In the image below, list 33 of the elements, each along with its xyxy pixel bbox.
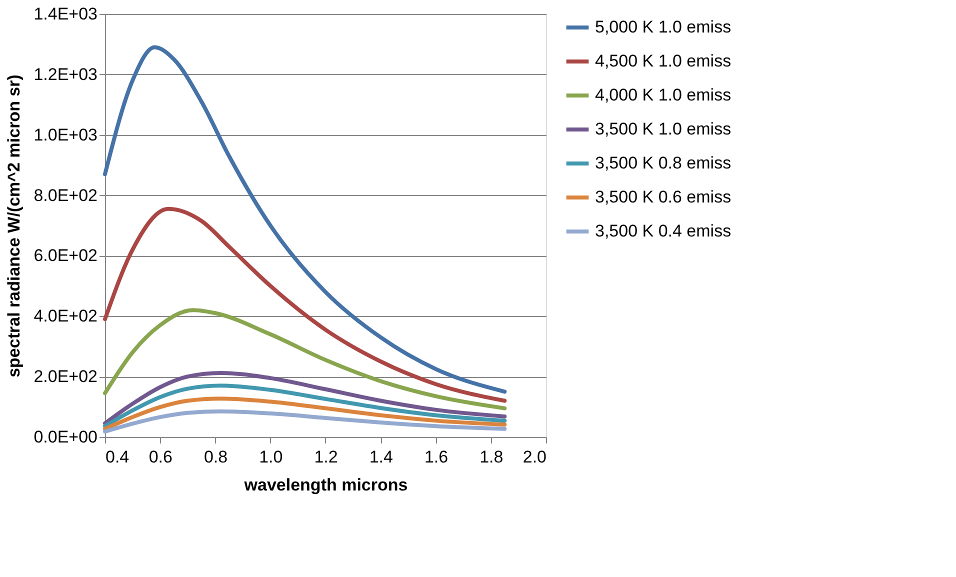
legend-label: 4,000 K 1.0 emiss bbox=[595, 86, 732, 104]
x-tick-label: 1.8 bbox=[480, 448, 504, 466]
legend-label: 3,500 K 0.4 emiss bbox=[595, 222, 732, 240]
y-axis-title: spectral radiance W/(cm^2 micron sr) bbox=[4, 74, 24, 378]
legend-label: 3,500 K 0.6 emiss bbox=[595, 188, 732, 206]
line-series bbox=[103, 308, 507, 410]
x-tick-label: 2.0 bbox=[522, 448, 546, 466]
line-series bbox=[103, 409, 507, 434]
y-tick-label: 4.0E+02 bbox=[34, 306, 98, 326]
legend-label: 5,000 K 1.0 emiss bbox=[595, 18, 732, 36]
legend-label: 3,500 K 0.8 emiss bbox=[595, 154, 732, 172]
legend-label: 3,500 K 1.0 emiss bbox=[595, 120, 732, 138]
x-tick-label: 1.0 bbox=[259, 448, 283, 466]
x-tick-label: 0.8 bbox=[204, 448, 228, 466]
y-tick-label: 6.0E+02 bbox=[34, 246, 98, 266]
y-tick-label: 2.0E+02 bbox=[34, 367, 98, 386]
line-series bbox=[103, 206, 507, 403]
x-tick-label: 1.2 bbox=[314, 448, 338, 466]
y-tick-label: 1.4E+03 bbox=[34, 4, 98, 24]
line-series bbox=[103, 45, 507, 394]
legend-label: 4,500 K 1.0 emiss bbox=[595, 52, 732, 70]
line-series bbox=[103, 396, 507, 431]
x-tick-label: 1.4 bbox=[369, 448, 393, 466]
line-series bbox=[103, 370, 507, 426]
x-tick-label: 0.6 bbox=[148, 448, 172, 466]
y-tick-label: 1.2E+03 bbox=[34, 64, 98, 84]
y-tick-label: 0.0E+00 bbox=[34, 428, 98, 446]
x-tick-label: 0.4 bbox=[106, 448, 130, 466]
x-axis-title: wavelength microns bbox=[243, 476, 408, 494]
line-series bbox=[103, 384, 507, 428]
y-tick-label: 1.0E+03 bbox=[34, 125, 98, 144]
y-tick-label: 8.0E+02 bbox=[34, 186, 98, 205]
x-tick-label: 1.6 bbox=[424, 448, 448, 466]
